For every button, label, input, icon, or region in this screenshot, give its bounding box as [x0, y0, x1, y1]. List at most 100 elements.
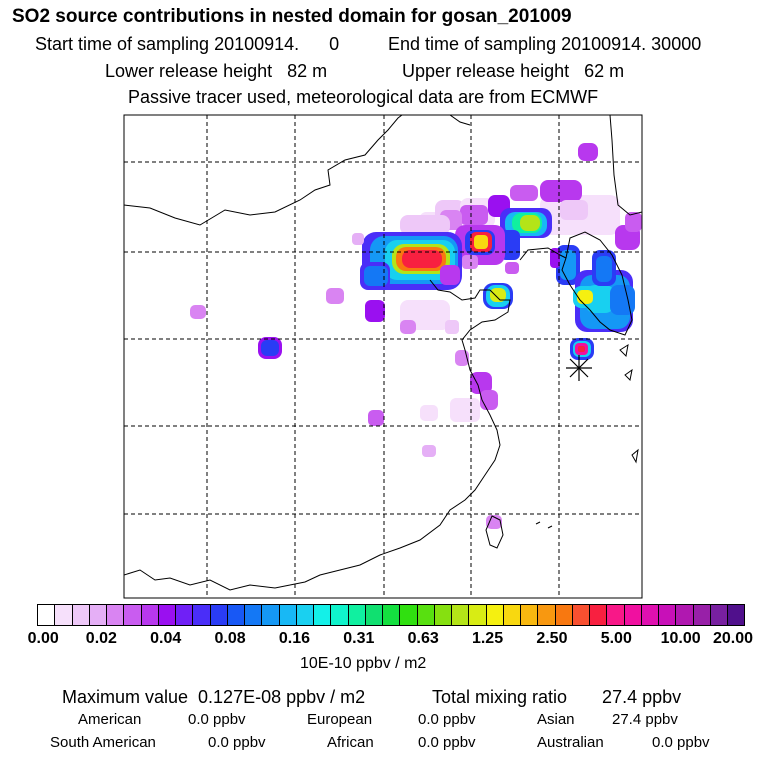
plume-cell: [520, 215, 540, 231]
plume-cell: [540, 180, 582, 202]
map-frame: [123, 114, 643, 599]
color-scale-swatch: [279, 605, 297, 625]
map-panel: [123, 114, 643, 599]
color-scale-swatch: [38, 605, 56, 625]
color-scale-label: 1.25: [471, 630, 504, 647]
plume-cell: [445, 320, 459, 334]
color-scale-swatch: [210, 605, 228, 625]
color-scale-label: 0.00: [27, 630, 59, 647]
color-scale-swatch: [641, 605, 659, 625]
color-scale-swatch: [434, 605, 452, 625]
plume-cell: [474, 235, 488, 249]
plume-cell: [596, 256, 612, 282]
color-scale-label: 20.00: [712, 630, 754, 647]
plume-cell: [352, 233, 364, 245]
coast-taiwan: [485, 515, 504, 549]
color-scale-label: 5.00: [600, 630, 632, 647]
coast-south: [124, 569, 291, 591]
color-scale-swatch: [158, 605, 176, 625]
plume-cell: [368, 410, 384, 426]
color-scale-swatch: [555, 605, 573, 625]
coast-bohai: [519, 247, 567, 261]
color-scale-swatch: [572, 605, 590, 625]
color-scale-swatch: [314, 605, 332, 625]
plume-cell: [364, 266, 388, 286]
color-scale-bar: [37, 604, 745, 626]
color-scale-label: 10.00: [660, 630, 701, 647]
color-scale-swatch: [89, 605, 107, 625]
color-scale-swatch: [107, 605, 125, 625]
plume-cell: [510, 185, 538, 201]
total-mixing-ratio: Total mixing ratio 27.4 ppbv: [432, 687, 682, 707]
color-scale-swatch: [607, 605, 625, 625]
plume-cell: [578, 346, 585, 352]
receptor-marker: [566, 355, 592, 381]
coast-china-east: [289, 289, 511, 586]
plume-cell: [450, 398, 480, 422]
color-scale-label: 0.16: [278, 630, 311, 647]
plume-cell: [470, 372, 492, 394]
color-scale-swatch: [417, 605, 435, 625]
plume-cell: [577, 290, 593, 304]
color-scale-swatch: [710, 605, 728, 625]
color-scale-label: 2.50: [536, 630, 568, 647]
coast-small-islands: [535, 521, 553, 529]
border-northeast: [449, 115, 471, 126]
sampling-start: Start time of sampling 20100914. 0: [35, 34, 340, 54]
plume-cell: [440, 265, 460, 285]
region-label-european: European: [307, 711, 373, 728]
color-scale-swatch: [193, 605, 211, 625]
color-scale-swatch: [72, 605, 90, 625]
color-scale-swatch: [55, 605, 73, 625]
coast-korea: [561, 231, 633, 336]
color-scale-swatch: [227, 605, 245, 625]
scale-unit: 10E-10 ppbv / m2: [300, 655, 427, 672]
plume-cell: [625, 212, 642, 232]
region-label-american: American: [78, 711, 142, 728]
plume-cell: [462, 255, 478, 269]
color-scale-swatch: [124, 605, 142, 625]
color-scale-label: 0.63: [407, 630, 439, 647]
color-scale-swatch: [245, 605, 263, 625]
color-scale-label: 0.31: [343, 630, 375, 647]
region-label-african: African: [327, 734, 374, 751]
plume-cell: [490, 288, 506, 302]
color-scale-swatch: [296, 605, 314, 625]
plume-cell: [560, 200, 588, 220]
region-value-european: 0.0 ppbv: [418, 711, 476, 728]
map-title: SO2 source contributions in nested domai…: [12, 6, 572, 27]
region-value-south-american: 0.0 ppbv: [208, 734, 266, 751]
plume-cell: [326, 288, 344, 304]
color-scale-swatch: [383, 605, 401, 625]
plume-cell: [402, 250, 442, 268]
color-scale-swatch: [693, 605, 711, 625]
region-value-african: 0.0 ppbv: [418, 734, 476, 751]
color-scale-swatch: [521, 605, 539, 625]
region-label-australian: Australian: [537, 734, 604, 751]
plume-cell: [261, 340, 279, 356]
plume-cell: [505, 262, 519, 274]
release-upper: Upper release height 62 m: [402, 61, 625, 81]
plume-cell: [460, 205, 488, 225]
plume-cell: [420, 405, 438, 421]
plume-cell: [480, 390, 498, 410]
color-scale-swatch: [348, 605, 366, 625]
color-scale-swatch: [538, 605, 556, 625]
color-scale-swatch: [659, 605, 677, 625]
color-scale-swatch: [469, 605, 487, 625]
color-scale-swatch: [503, 605, 521, 625]
tracer-note: Passive tracer used, meteorological data…: [128, 87, 599, 107]
color-scale-swatch: [624, 605, 642, 625]
color-scale-swatch: [176, 605, 194, 625]
color-scale-swatch: [590, 605, 608, 625]
region-value-american: 0.0 ppbv: [188, 711, 246, 728]
color-scale-swatch: [452, 605, 470, 625]
coastlines: [124, 115, 642, 591]
plume-cell: [400, 320, 416, 334]
coast-hebei: [429, 279, 490, 301]
color-scale-swatch: [676, 605, 694, 625]
plume-cell: [190, 305, 206, 319]
color-scale-swatch: [486, 605, 504, 625]
color-scale-swatch: [141, 605, 159, 625]
coast-russia: [609, 115, 642, 216]
